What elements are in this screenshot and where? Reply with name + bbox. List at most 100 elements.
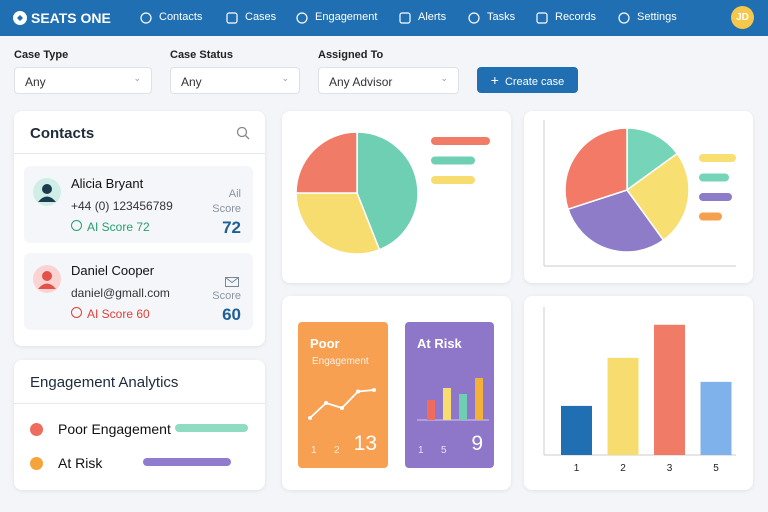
tile-bar [427, 400, 435, 420]
logo: SEATS ONE [31, 10, 111, 26]
nav-item[interactable]: Contacts [159, 11, 203, 23]
ai-score: AI Score 60 [87, 307, 150, 321]
status-icon [71, 220, 82, 231]
filter-select[interactable]: Any Advisor ⌄ [318, 67, 459, 94]
tile-subtitle: Engagement [312, 356, 369, 367]
tile-title: Poor [310, 336, 340, 351]
legend-bar [431, 137, 490, 145]
spark-point [356, 389, 360, 394]
nav-item[interactable]: Engagement [315, 11, 378, 23]
nav-item[interactable]: Tasks [487, 11, 516, 23]
x-tick-label: 3 [667, 463, 673, 474]
tile-title: At Risk [417, 336, 462, 351]
legend-bar [699, 212, 722, 221]
tile-tick: 2 [334, 445, 340, 456]
pie-slice [564, 127, 628, 211]
bar-card: 1 2 3 5 [524, 296, 753, 490]
legend-bar [431, 176, 475, 184]
icon-shape [536, 12, 548, 24]
icon-shape [468, 12, 480, 24]
tile-value: 9 [471, 432, 483, 455]
icon-shape [618, 12, 630, 24]
nav-icon [618, 12, 630, 24]
avatar-body [38, 196, 56, 202]
icon-shape [226, 12, 238, 24]
mail-icon [225, 277, 239, 287]
chevron: ⌄ [281, 73, 289, 83]
pie-card-1 [282, 111, 511, 283]
pie-slice [625, 152, 690, 242]
divider [14, 403, 265, 404]
plus: + [490, 72, 499, 88]
tile-value: 13 [353, 432, 377, 455]
logo-icon [13, 11, 27, 25]
pie-chart [295, 131, 490, 255]
tile-tick: 1 [418, 445, 424, 456]
nav-icon [468, 12, 480, 24]
bar [607, 357, 639, 455]
search-icon[interactable] [236, 126, 250, 140]
score-caption: Score [212, 203, 241, 215]
kpi-tile[interactable]: Poor Engagement 1 2 13 [298, 322, 388, 468]
tile-bar [443, 388, 451, 420]
filter-label: Assigned To [318, 49, 384, 61]
legend-dot [30, 457, 43, 470]
legend-dot [30, 423, 43, 436]
score: 72 [222, 218, 241, 237]
legend-bar [431, 156, 475, 165]
contact-avatar [33, 265, 61, 293]
chevron: ⌄ [440, 73, 448, 83]
pie-slice [567, 189, 665, 253]
divider [14, 153, 265, 154]
filter-select[interactable]: Any ⌄ [170, 67, 300, 94]
icon-shape [296, 12, 308, 24]
nav-item[interactable]: Settings [637, 11, 677, 23]
nav-item[interactable]: Alerts [418, 11, 447, 23]
filter-label: Case Type [14, 49, 69, 61]
engagement-label: Poor Engagement [58, 421, 171, 437]
pie-card-2 [524, 111, 753, 283]
pie-slice [295, 192, 381, 255]
contacts-card: Contacts Alicia Bryant +44 (0) 123456789 A… [14, 111, 265, 346]
pie-slice [626, 127, 679, 192]
contact-avatar [33, 178, 61, 206]
avatar[interactable]: JD [731, 6, 754, 29]
kpi-tile[interactable]: At Risk 1 5 9 [405, 322, 494, 468]
filter-value: Any [181, 75, 202, 89]
create-button[interactable]: + Create case [477, 67, 578, 93]
x-tick-label: 1 [574, 463, 580, 474]
legend-bar [699, 173, 729, 182]
contacts-title: Contacts [30, 125, 95, 142]
nav-icon [226, 12, 238, 24]
tile-chart [308, 388, 376, 420]
nav-icon [140, 12, 152, 24]
tile-bar [475, 378, 483, 420]
bar-chart: 1 2 3 5 [543, 307, 736, 474]
nav-item[interactable]: Cases [245, 11, 277, 23]
filter-value: Any Advisor [329, 75, 393, 89]
ai-score: AI Score 72 [87, 220, 150, 234]
contact-card[interactable]: Daniel Cooper daniel@gmall.com AI Score 60… [24, 253, 253, 330]
x-tick-label: 2 [620, 463, 626, 474]
contact-card[interactable]: Alicia Bryant +44 (0) 123456789 AI Score 7… [24, 166, 253, 243]
nav-item[interactable]: Records [555, 11, 596, 23]
nav-icon [399, 12, 411, 24]
status-icon [71, 307, 82, 318]
tile-tick: 5 [441, 445, 447, 456]
contact-detail: +44 (0) 123456789 [71, 199, 173, 213]
nav-icon [296, 12, 308, 24]
icon-shape [399, 12, 411, 24]
x-tick-label: 5 [713, 463, 719, 474]
spark-point [340, 406, 344, 410]
legend-bar [699, 193, 732, 201]
bar-indicator [143, 458, 231, 466]
mail-shape [225, 277, 239, 287]
filter-select[interactable]: Any ⌄ [14, 67, 152, 94]
pie-slice [295, 131, 358, 194]
filter-label: Case Status [170, 49, 233, 61]
tile-chart [417, 378, 489, 421]
bar-indicator [175, 424, 248, 432]
spark-point [324, 401, 328, 405]
tiles-card: Poor Engagement 1 2 13 At Risk 1 5 9 [282, 296, 511, 490]
avatar-head [42, 184, 52, 194]
